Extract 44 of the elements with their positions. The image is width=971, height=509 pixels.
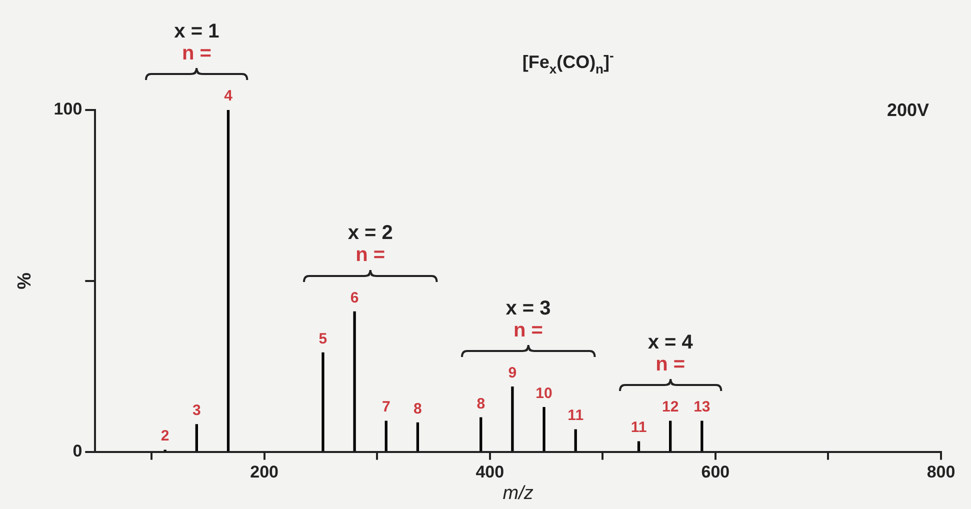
annotation: n = [514,319,543,342]
annotation: 2 [160,428,170,445]
bar [353,311,356,452]
annotation: 11 [568,407,584,424]
annotation: x = 3 [506,297,551,320]
bar [322,352,324,452]
y-axis-title: % [14,272,36,290]
bar [226,110,230,452]
bar [480,417,482,452]
annotation: 4 [224,88,234,105]
annotation: 3 [192,402,201,420]
y-tick-label: 100 [54,100,82,119]
x-axis-title: m/z [502,482,534,504]
x-tick-label: 200 [250,462,279,482]
annotation: 11 [630,419,647,436]
annotation: 5 [318,330,328,348]
annotation: 8 [414,400,422,418]
bar [700,420,704,452]
annotation: x = 2 [348,222,393,244]
annotation: 12 [662,398,679,416]
bar [384,420,388,452]
annotation: 7 [382,398,390,416]
text: x = 1 [174,20,220,43]
annotation: x = 4 [648,332,694,354]
bar [669,420,672,452]
annotation: n = [356,244,386,266]
bar [511,386,514,452]
annotation: 8 [476,395,486,412]
annotation: n = [656,354,686,376]
x-tick-label: 600 [701,462,730,482]
y-tick-label: 0 [72,441,82,460]
x-tick-label: 800 [926,462,956,482]
bar [637,441,640,452]
bar [574,429,577,452]
annotation: 10 [536,385,552,402]
bar [195,424,198,452]
text: n = [182,42,212,65]
annotation: 13 [694,398,710,416]
x-tick-label: 400 [476,462,504,482]
bar [542,407,546,452]
bar [416,422,420,452]
annotation: 6 [350,289,359,306]
annotation: 9 [508,364,517,382]
annotation: 200V [886,100,929,120]
